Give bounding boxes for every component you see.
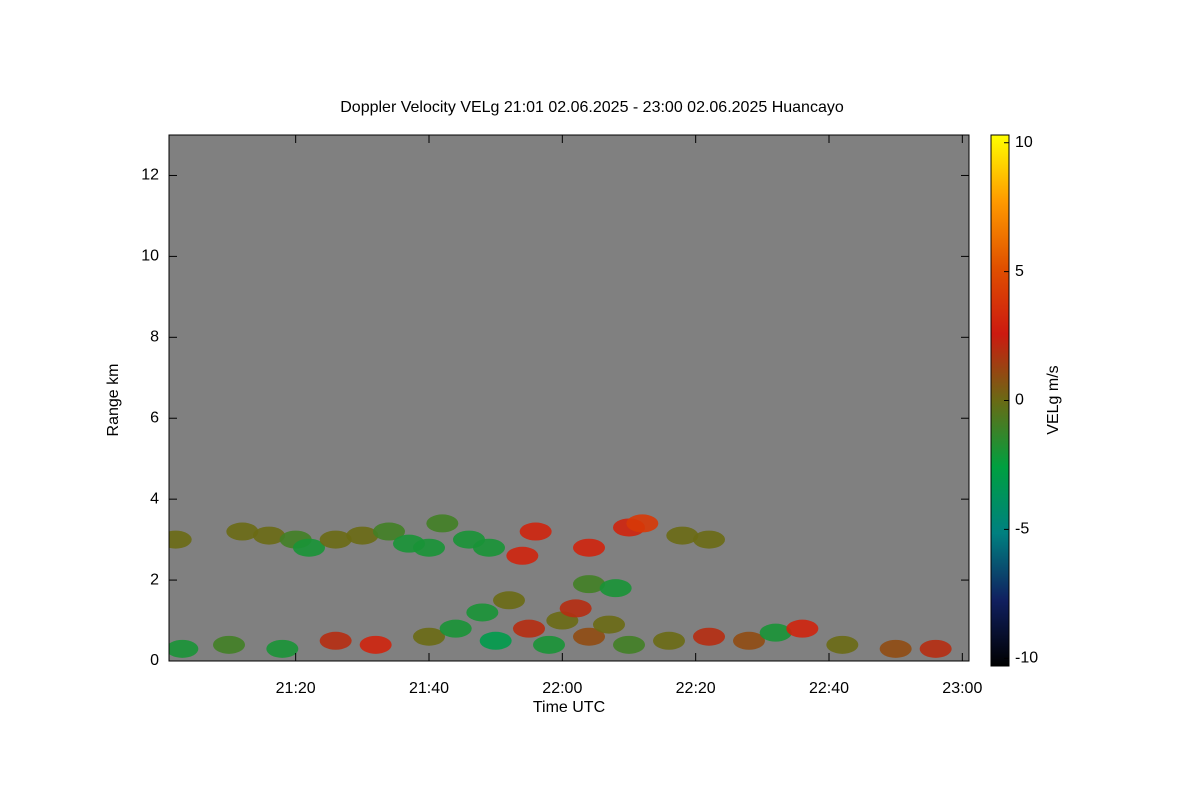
echo	[413, 538, 445, 557]
chart-title: Doppler Velocity VELg 21:01 02.06.2025 -…	[340, 99, 844, 116]
x-tick-label: 22:40	[809, 680, 849, 697]
y-tick-label: 4	[150, 490, 159, 507]
echo	[226, 522, 259, 541]
echo	[293, 538, 325, 557]
colorbar-tick-label: 0	[1015, 392, 1024, 409]
colorbar-tick-label: -5	[1015, 521, 1029, 538]
x-tick-label: 22:20	[676, 680, 716, 697]
echo	[573, 627, 605, 646]
echo	[169, 639, 199, 658]
echo	[759, 623, 792, 642]
y-tick-label: 2	[150, 571, 159, 588]
echo	[169, 530, 192, 549]
echo	[613, 635, 645, 654]
echo	[466, 603, 499, 622]
x-tick-label: 21:40	[409, 680, 449, 697]
echo	[593, 615, 625, 634]
echo	[599, 579, 632, 598]
echo	[213, 635, 245, 654]
y-tick-label: 10	[141, 248, 159, 265]
echo	[479, 631, 512, 650]
echo	[493, 591, 525, 610]
x-axis-label: Time UTC	[533, 699, 605, 716]
x-tick-label: 22:00	[542, 680, 582, 697]
echo	[506, 546, 539, 565]
echo	[533, 635, 565, 654]
echo	[359, 635, 392, 654]
echo	[626, 514, 659, 533]
echo	[473, 538, 505, 557]
echo	[439, 619, 472, 638]
echo	[346, 526, 379, 545]
echo	[786, 619, 819, 638]
echo	[266, 639, 299, 658]
echo	[253, 526, 285, 545]
echo	[666, 526, 699, 545]
plot-frame	[168, 134, 970, 662]
y-tick-label: 6	[150, 409, 159, 426]
y-tick-label: 12	[141, 167, 159, 184]
echo	[693, 627, 725, 646]
y-tick-label: 8	[150, 329, 159, 346]
echo	[919, 639, 952, 658]
echo	[573, 575, 605, 594]
echo	[519, 522, 552, 541]
y-tick-label: 0	[150, 652, 159, 669]
echo	[559, 599, 592, 618]
colorbar-tick-label: 5	[1015, 263, 1024, 280]
echo	[573, 538, 605, 557]
echo	[733, 631, 765, 650]
echo	[426, 514, 459, 533]
y-axis-label: Range km	[105, 364, 122, 437]
echo	[513, 619, 545, 638]
x-tick-label: 21:20	[276, 680, 316, 697]
echo	[319, 631, 352, 650]
echo	[373, 522, 405, 541]
plot-background	[169, 135, 969, 661]
echo	[413, 627, 445, 646]
echo	[653, 631, 685, 650]
echoes	[169, 514, 952, 658]
colorbar-tick-label: 10	[1015, 134, 1033, 151]
echo	[826, 635, 859, 654]
echo	[879, 639, 912, 658]
x-tick-label: 23:00	[942, 680, 982, 697]
echo	[693, 530, 725, 549]
colorbar-label: VELg m/s	[1045, 365, 1062, 434]
echo	[319, 530, 352, 549]
colorbar-tick-label: -10	[1015, 649, 1038, 666]
